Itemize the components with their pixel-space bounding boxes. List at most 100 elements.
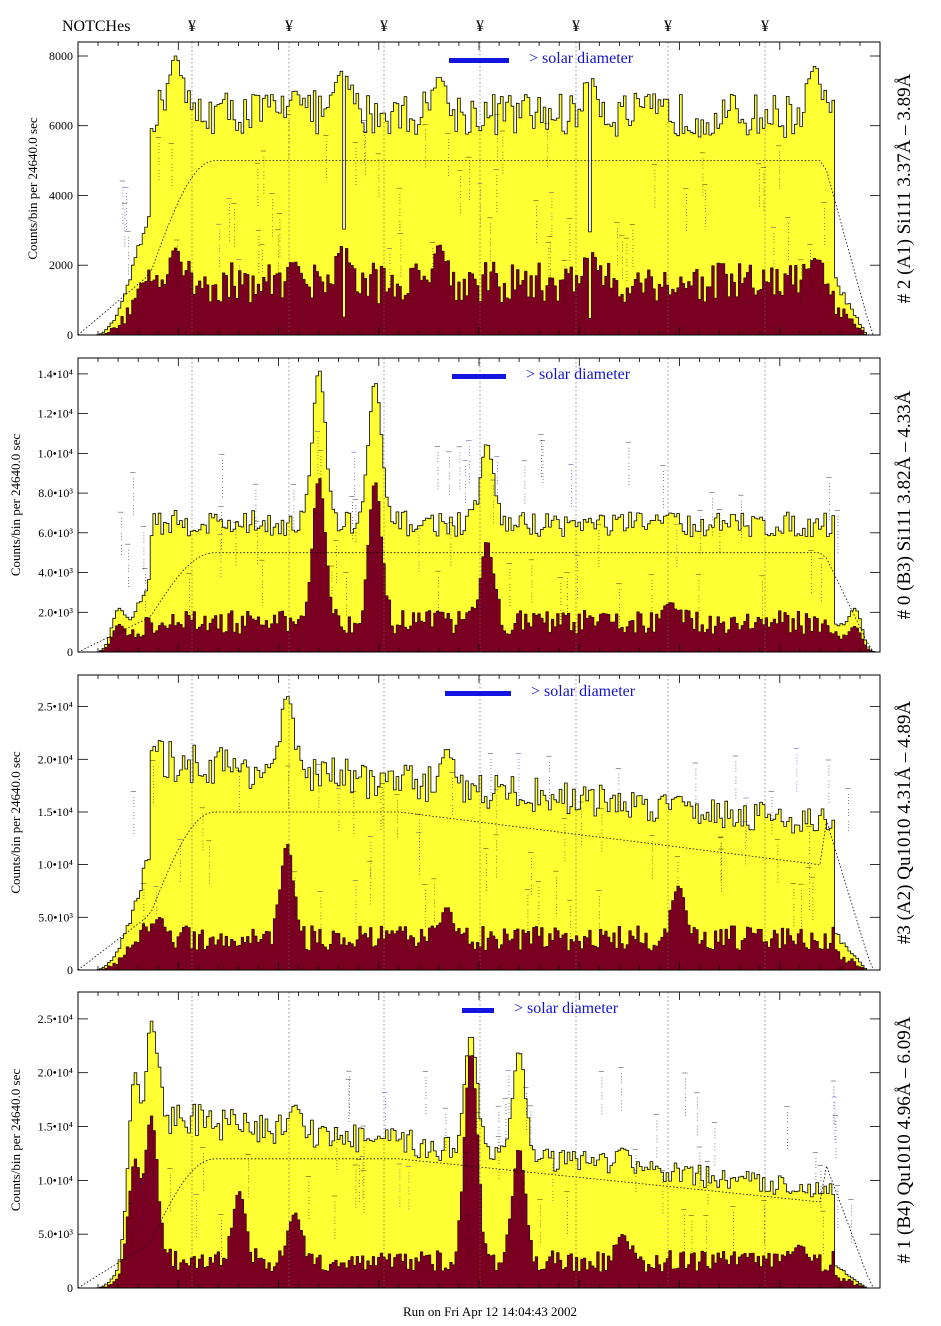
- line-id-mark: | ···· ··· ····: [259, 243, 265, 288]
- notch-symbol: ¥: [380, 18, 388, 35]
- line-id-mark: | ···· ··· ····: [683, 187, 689, 232]
- line-id-mark: | ···· ··· ····: [495, 1105, 501, 1150]
- line-id-mark: | ···· ··· ····: [216, 223, 222, 268]
- line-id-mark: | ···· ··· ····: [254, 162, 260, 207]
- model-curve: [77, 811, 880, 971]
- line-id-mark: | ···· ··· ····: [832, 1114, 838, 1159]
- line-id-mark: | ···· ··· ····: [817, 1164, 823, 1209]
- line-id-mark: | ···· ··· ····: [717, 848, 723, 893]
- line-id-mark: | ···· ··· ····: [515, 752, 521, 797]
- model-curve: [77, 160, 880, 336]
- line-id-mark: | ···· ··· ····: [386, 247, 392, 292]
- envelope-area: [78, 55, 880, 336]
- line-id-mark: | ···· ··· ····: [561, 817, 567, 862]
- line-id-mark: | ···· ··· ····: [729, 1205, 735, 1250]
- line-id-mark: | ···· ··· ····: [258, 559, 264, 604]
- line-id-mark: | ···· ··· ····: [625, 441, 631, 486]
- y-tick-label: 6000: [49, 119, 73, 133]
- y-axis-title: Counts/bin per 24640.0 sec: [8, 751, 23, 893]
- line-id-mark: | ···· ··· ····: [506, 562, 512, 607]
- line-id-mark: | ···· ··· ····: [167, 1167, 173, 1212]
- line-id-mark: | ···· ··· ····: [333, 1126, 339, 1171]
- notch-symbol: ¥: [664, 18, 672, 35]
- line-id-mark: | ···· ··· ····: [461, 459, 467, 504]
- line-id-mark: | ···· ··· ····: [528, 558, 534, 603]
- line-id-mark: | ···· ··· ····: [255, 229, 261, 274]
- line-id-mark: | ···· ··· ····: [742, 797, 748, 842]
- line-id-mark: | ···· ··· ····: [269, 192, 275, 237]
- line-id-mark: | ···· ··· ····: [359, 1155, 365, 1200]
- line-id-mark: | ···· ··· ····: [798, 883, 804, 928]
- line-id-mark: | ···· ··· ····: [595, 523, 601, 568]
- line-id-mark: | ···· ··· ····: [457, 169, 463, 214]
- line-id-mark: | ···· ··· ····: [284, 765, 290, 810]
- line-id-mark: | ···· ··· ····: [434, 445, 440, 490]
- line-id-mark: | ···· ··· ····: [755, 162, 761, 207]
- panel-3: | ···· ··· ····| ···· ··· ···· | ···· ···…: [8, 674, 915, 977]
- line-id-mark: | ···· ··· ····: [808, 549, 814, 594]
- line-id-mark: | ···· ··· ····: [563, 571, 569, 616]
- line-id-mark: | ···· ··· ····: [192, 1193, 198, 1238]
- line-id-mark: | ···· ··· ····: [477, 182, 483, 227]
- y-tick-label: 0: [67, 963, 73, 977]
- line-id-mark: | ···· ··· ····: [396, 187, 402, 232]
- line-id-mark: | ···· ··· ····: [236, 769, 242, 814]
- line-id-mark: | ···· ··· ····: [121, 202, 127, 247]
- line-id-mark: | ···· ··· ····: [323, 134, 329, 179]
- line-id-mark: | ···· ··· ····: [806, 243, 812, 288]
- line-id-mark: | ···· ··· ····: [315, 763, 321, 808]
- line-id-mark: | ···· ··· ····: [168, 142, 174, 187]
- line-id-mark: | ···· ··· ····: [566, 899, 572, 944]
- y-tick-label: 1.5•10⁴: [38, 805, 73, 819]
- notch-symbol: ¥: [761, 18, 769, 35]
- line-id-mark: | ···· ··· ····: [616, 582, 622, 627]
- line-id-mark: | ···· ··· ····: [566, 217, 572, 262]
- line-id-mark: | ···· ··· ····: [394, 793, 400, 838]
- line-id-mark: | ···· ··· ····: [415, 527, 421, 572]
- line-id-mark: | ···· ··· ····: [349, 495, 355, 540]
- line-id-mark: | ···· ··· ····: [149, 1131, 155, 1176]
- line-id-mark: | ···· ··· ····: [317, 890, 323, 935]
- y-tick-label: 4000: [49, 189, 73, 203]
- line-id-mark: | ···· ··· ····: [519, 1183, 525, 1228]
- line-id-mark: | ···· ··· ····: [125, 543, 131, 588]
- line-id-mark: | ···· ··· ····: [140, 882, 146, 927]
- line-id-mark: | ···· ··· ····: [217, 533, 223, 578]
- line-id-mark: | ···· ··· ····: [834, 1184, 840, 1229]
- line-id-mark: | ···· ··· ····: [688, 1214, 694, 1259]
- line-id-mark: | ···· ··· ····: [521, 459, 527, 504]
- line-id-mark: | ···· ··· ····: [449, 771, 455, 816]
- legend-bar: [452, 374, 506, 379]
- line-id-mark: | ···· ··· ····: [553, 870, 559, 915]
- line-id-mark: | ···· ··· ····: [276, 212, 282, 257]
- line-id-mark: | ···· ··· ····: [415, 813, 421, 858]
- line-id-mark: | ···· ··· ····: [495, 1135, 501, 1180]
- line-id-mark: | ···· ··· ····: [155, 136, 161, 181]
- legend-bar: [449, 58, 509, 63]
- line-id-mark: | ···· ··· ····: [732, 755, 738, 800]
- line-id-mark: | ···· ··· ····: [774, 838, 780, 883]
- line-id-mark: | ···· ··· ····: [328, 565, 334, 610]
- line-id-mark: | ···· ··· ····: [681, 1208, 687, 1253]
- notches-label: NOTCHes: [62, 18, 130, 35]
- line-id-mark: | ···· ··· ····: [770, 226, 776, 271]
- line-id-mark: | ···· ··· ····: [447, 521, 453, 566]
- line-id-mark: | ···· ··· ····: [422, 1070, 428, 1115]
- line-id-mark: | ···· ··· ····: [629, 223, 635, 268]
- line-id-mark: | ···· ··· ····: [805, 866, 811, 911]
- line-id-mark: | ···· ··· ····: [118, 511, 124, 556]
- line-id-mark: | ···· ··· ····: [524, 888, 530, 933]
- line-id-mark: | ···· ··· ····: [557, 576, 563, 621]
- line-id-mark: | ···· ··· ····: [429, 241, 435, 286]
- line-id-mark: | ···· ··· ····: [218, 453, 224, 498]
- line-id-mark: | ···· ··· ····: [480, 570, 486, 615]
- line-id-mark: | ···· ··· ····: [206, 839, 212, 884]
- line-id-mark: | ···· ··· ····: [809, 876, 815, 921]
- line-id-mark: | ···· ··· ····: [537, 433, 543, 478]
- y-tick-label: 1.5•10⁴: [38, 1120, 73, 1134]
- line-id-mark: | ···· ··· ····: [217, 505, 223, 550]
- line-id-mark: | ···· ··· ····: [532, 199, 538, 244]
- panel-title: # 2 (A1) Si111 3.37Å – 3.89Å: [894, 73, 915, 303]
- line-id-mark: | ···· ··· ····: [493, 113, 499, 158]
- line-id-mark: | ···· ··· ····: [819, 1210, 825, 1255]
